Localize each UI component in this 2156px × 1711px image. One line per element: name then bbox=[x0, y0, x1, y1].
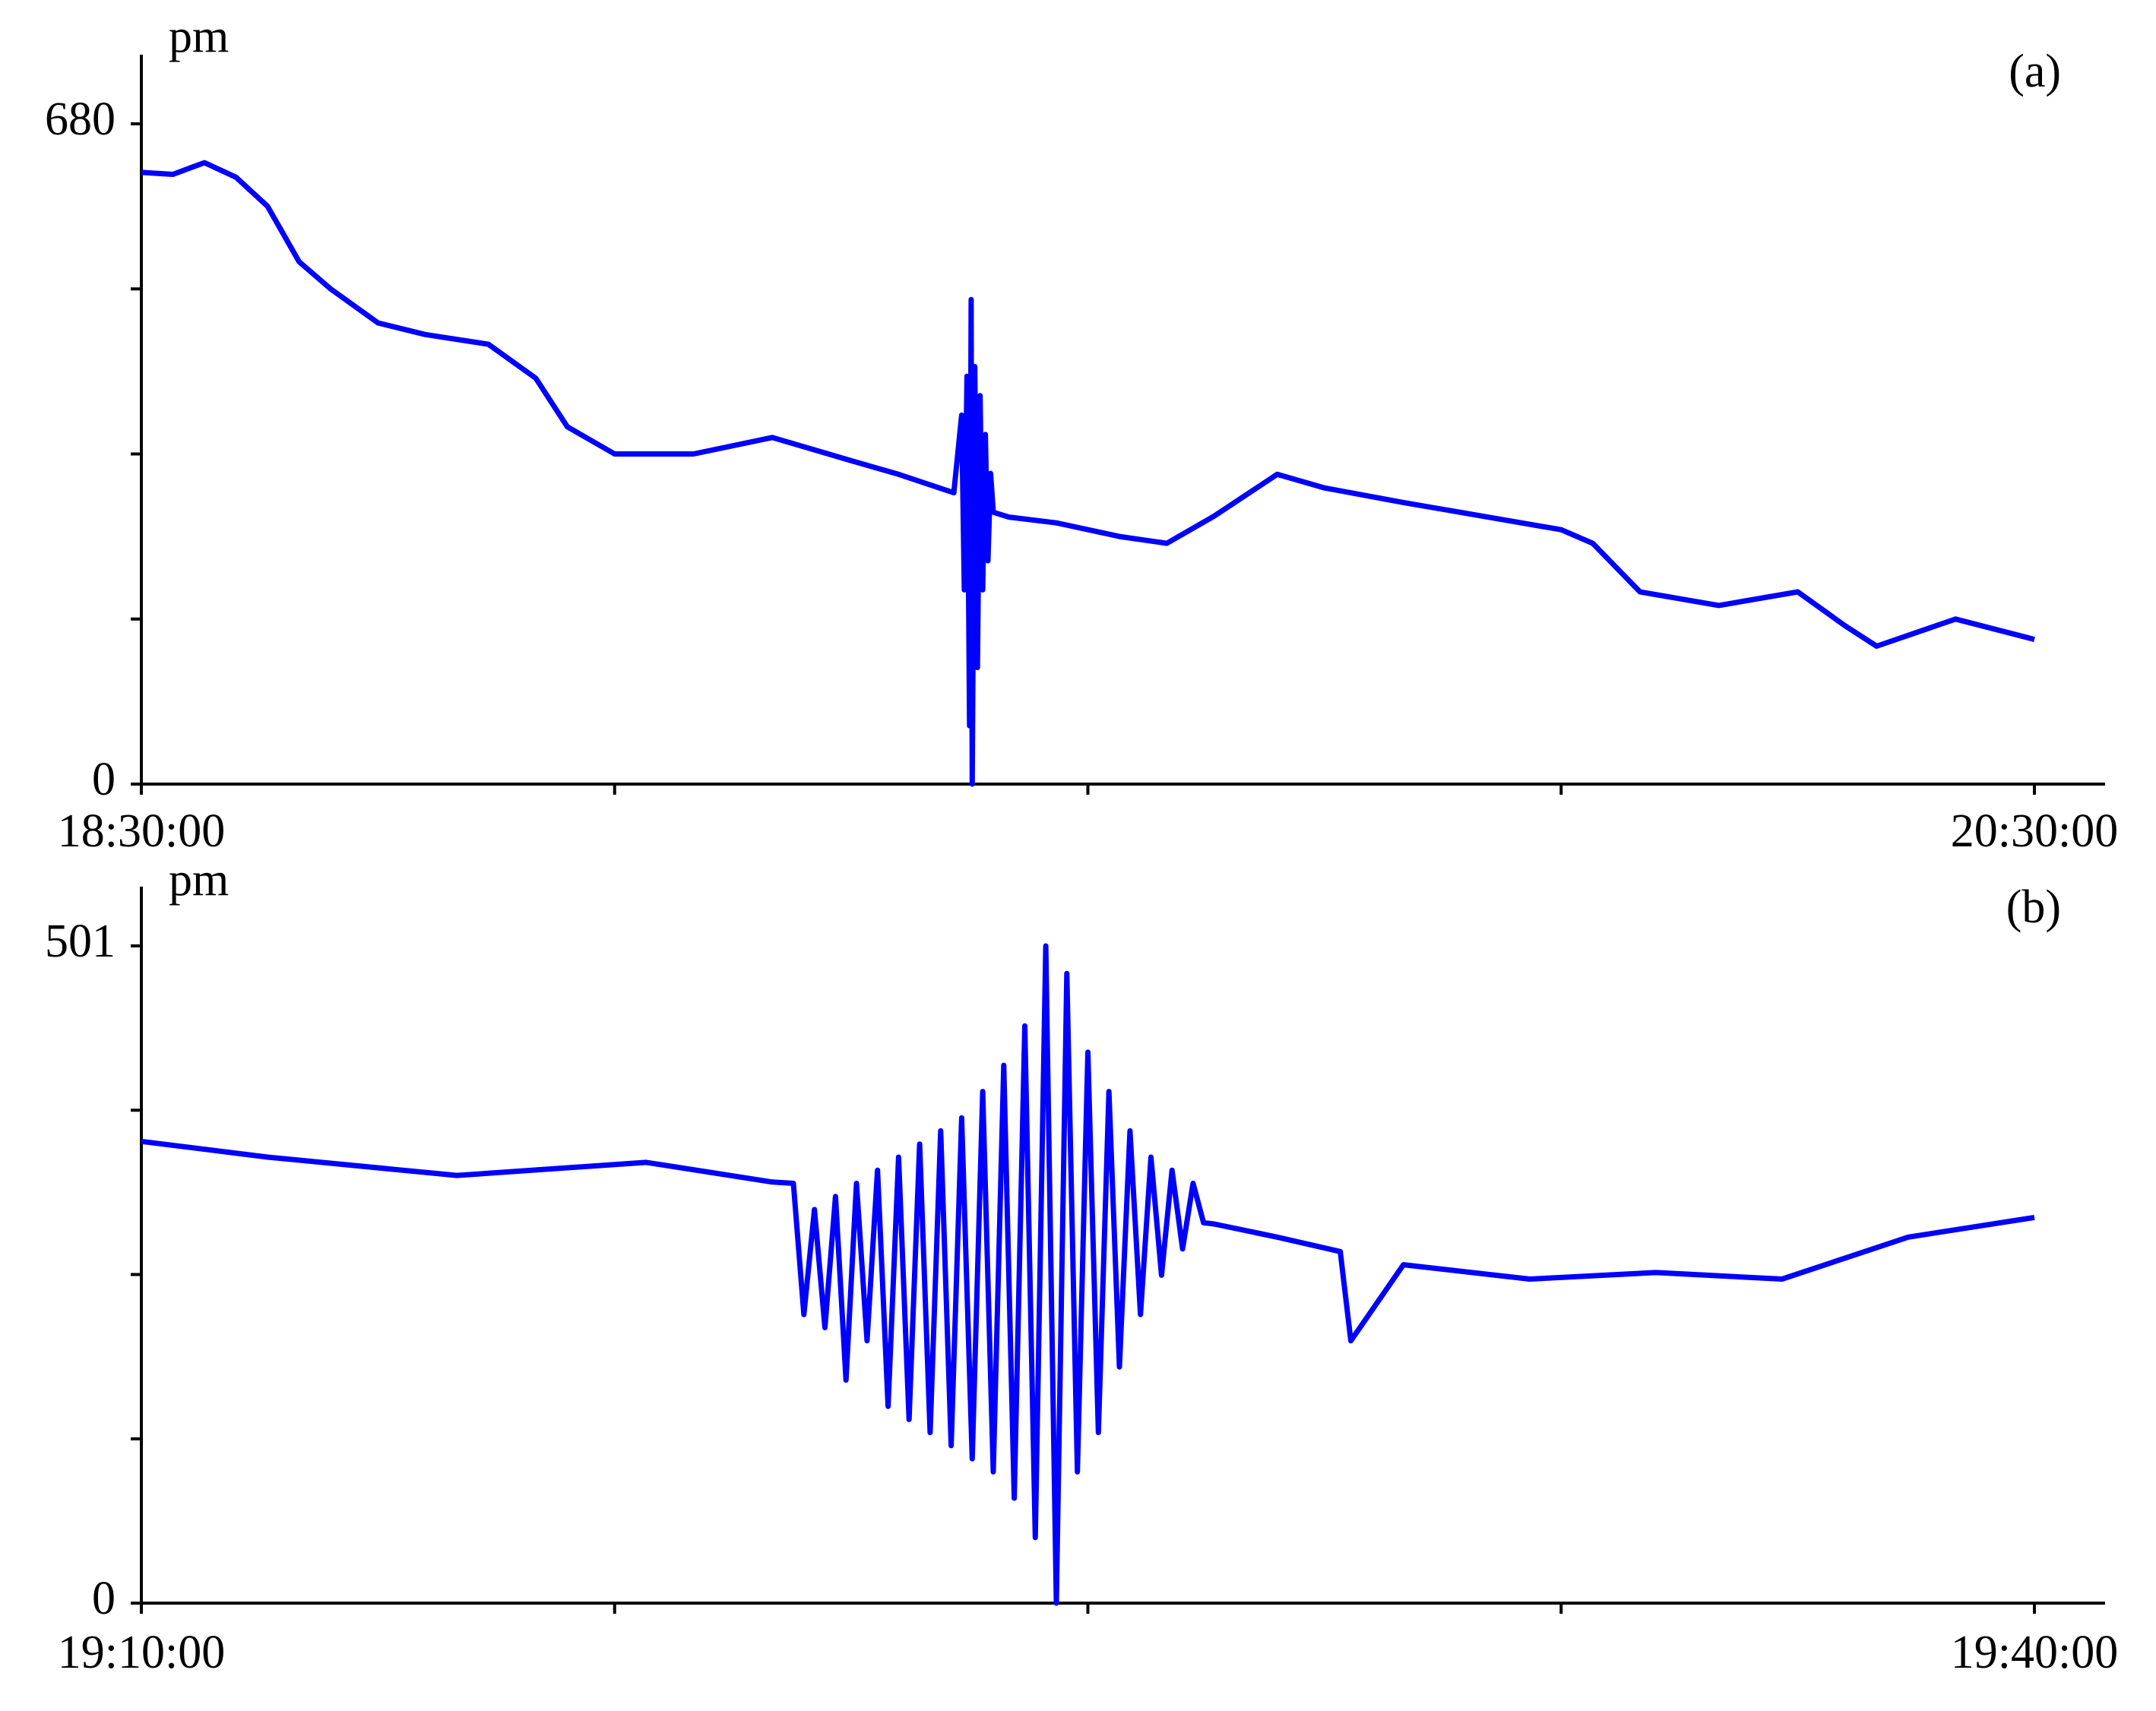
data-line bbox=[141, 160, 2035, 787]
x-tick-label: 20:30:00 bbox=[1951, 805, 2118, 857]
y-tick-label: 0 bbox=[92, 1573, 116, 1624]
unit-label: pm bbox=[169, 11, 229, 62]
y-tick-label: 680 bbox=[45, 93, 116, 145]
x-tick-label: 18:30:00 bbox=[58, 805, 225, 857]
panel-label: (a) bbox=[2009, 46, 2061, 97]
y-tick-label: 0 bbox=[92, 754, 116, 805]
y-tick-label: 501 bbox=[45, 916, 116, 967]
x-tick-label: 19:40:00 bbox=[1951, 1627, 2118, 1678]
unit-label: pm bbox=[169, 854, 229, 906]
data-line bbox=[141, 943, 2035, 1606]
panel-label: (b) bbox=[2006, 881, 2061, 933]
x-tick-label: 19:10:00 bbox=[58, 1627, 225, 1678]
